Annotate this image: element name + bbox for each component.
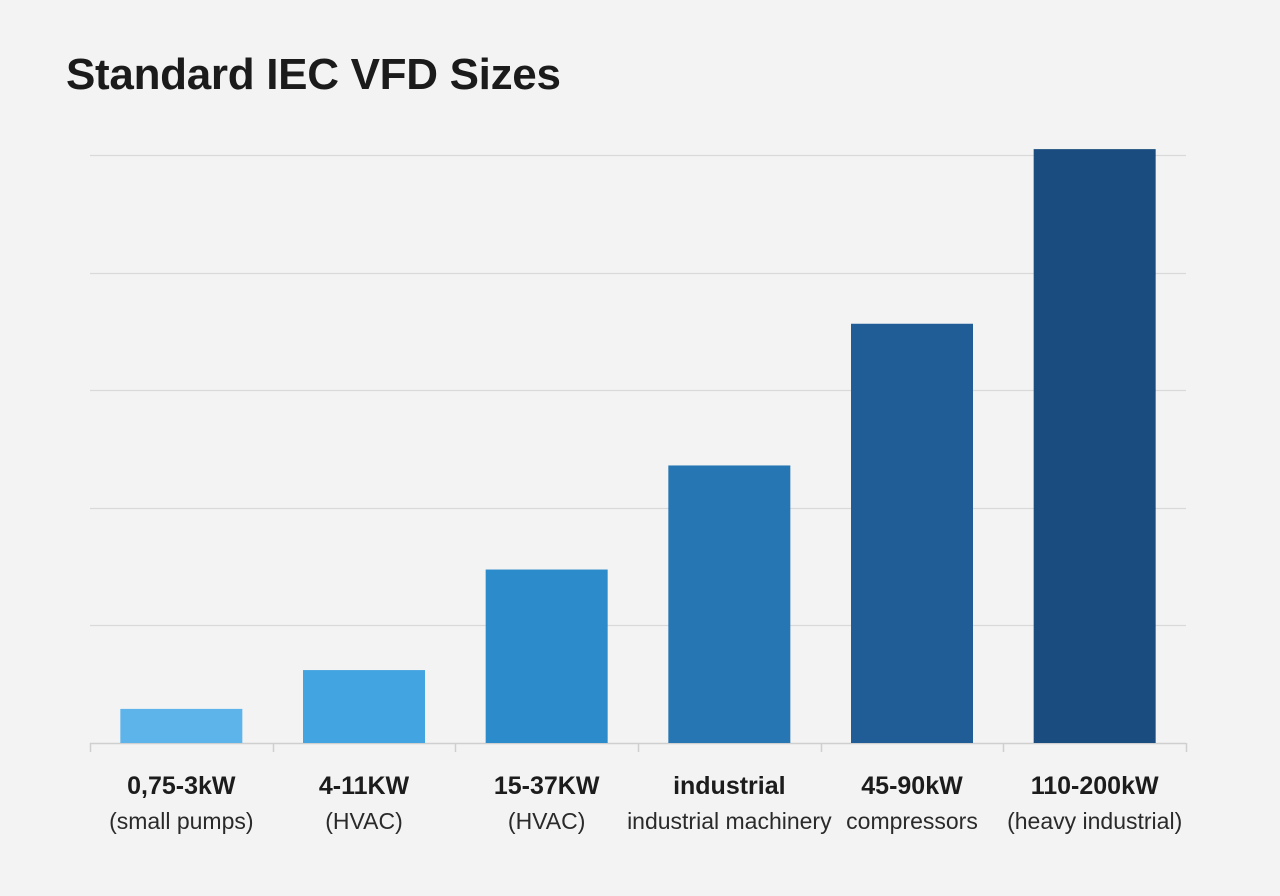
category-sublabel-5: compressors — [846, 808, 978, 834]
bar-1 — [120, 708, 243, 743]
bar-6 — [1033, 149, 1156, 743]
category-label-1: 0,75-3kW — [127, 772, 236, 800]
bar-4 — [668, 465, 791, 743]
category-label-3: 15-37KW — [494, 772, 600, 800]
category-label-2: 4-11KW — [319, 772, 410, 800]
category-label-4: industrial — [673, 772, 786, 800]
category-sublabel-2: (HVAC) — [325, 808, 403, 834]
bar-3 — [485, 569, 608, 743]
category-sublabel-1: (small pumps) — [109, 808, 253, 834]
bar-5 — [851, 323, 973, 743]
category-label-6: 110-200kW — [1031, 772, 1159, 800]
category-label-5: 45-90kW — [861, 772, 963, 800]
category-sublabel-3: (HVAC) — [508, 808, 586, 834]
chart-title: Standard IEC VFD Sizes — [66, 50, 561, 99]
category-sublabel-4: industrial machinery — [627, 808, 832, 834]
bar-2 — [303, 670, 425, 743]
category-sublabel-6: (heavy industrial) — [1007, 808, 1182, 834]
